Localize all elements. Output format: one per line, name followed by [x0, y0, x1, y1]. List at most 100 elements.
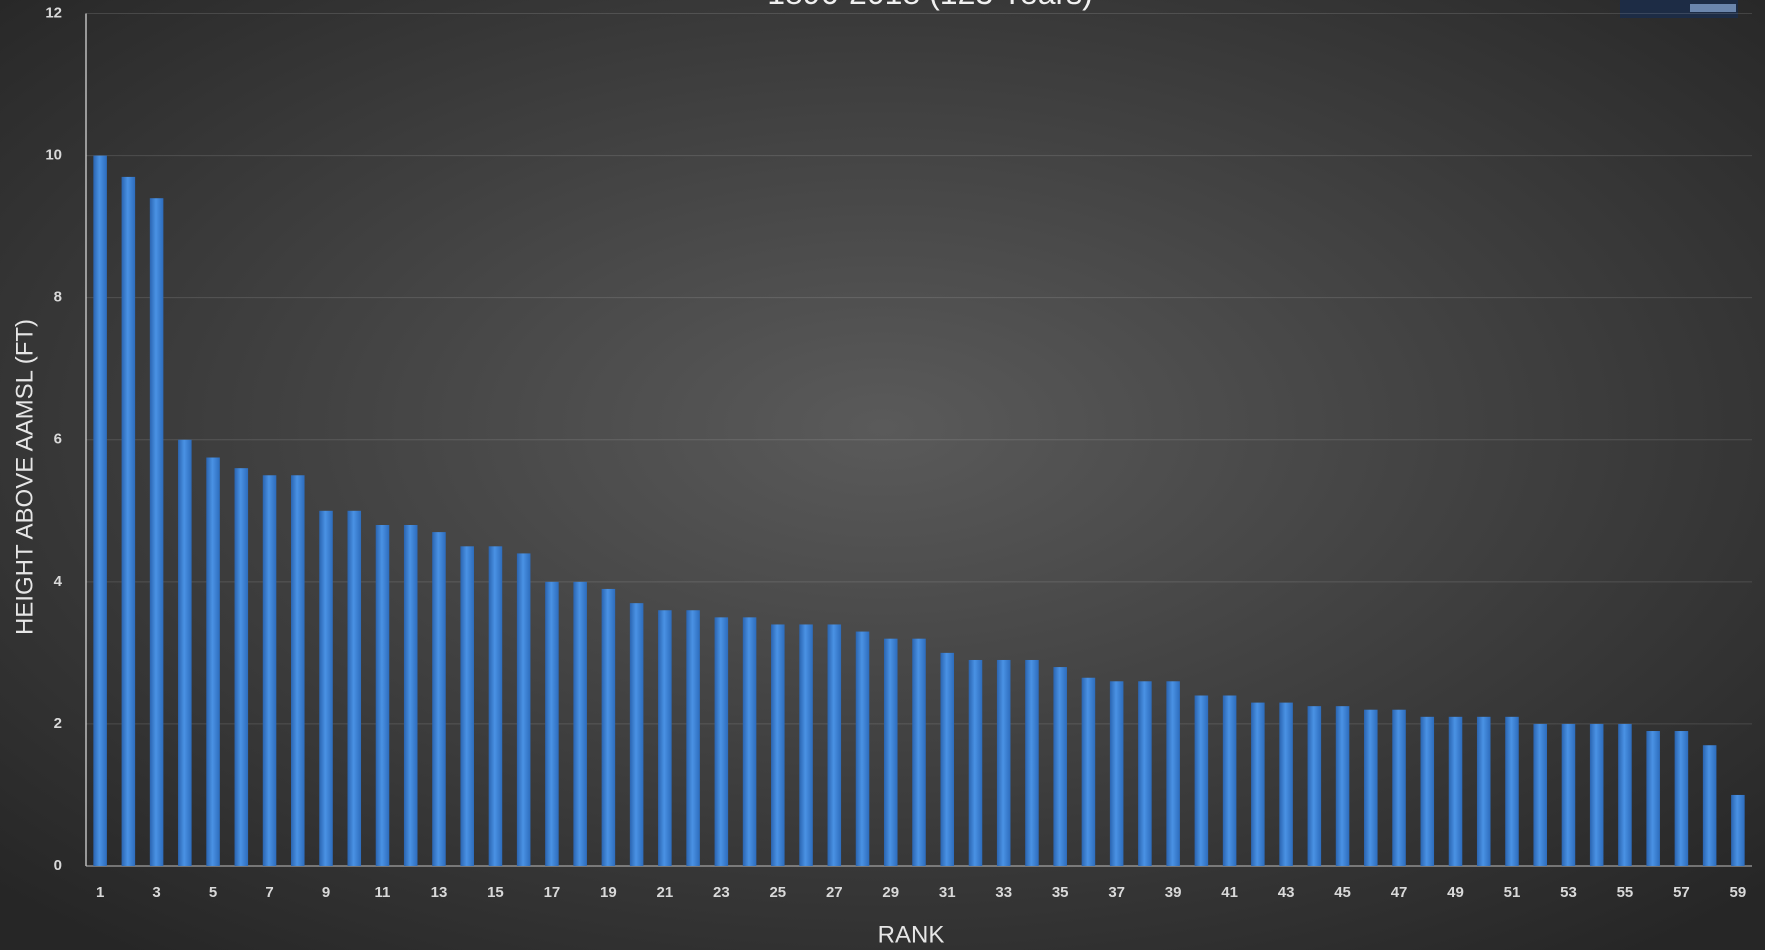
x-tick-label: 29 — [882, 884, 899, 901]
x-tick-label: 51 — [1504, 884, 1521, 901]
bar — [742, 617, 757, 866]
bar — [1222, 695, 1237, 866]
bar — [1533, 723, 1547, 866]
bar — [488, 546, 503, 866]
x-tick-label: 27 — [826, 884, 843, 901]
bar — [996, 659, 1011, 866]
y-tick-label: 4 — [54, 573, 63, 590]
bar — [1646, 731, 1660, 866]
x-tick-label: 11 — [375, 884, 391, 901]
bar — [714, 617, 729, 866]
thumbnail-detail — [1690, 4, 1736, 12]
x-tick-label: 37 — [1108, 884, 1125, 901]
bar — [262, 475, 277, 866]
bar — [1109, 681, 1124, 866]
y-tick-label: 8 — [54, 289, 62, 306]
bar — [629, 603, 644, 866]
y-tick-label: 12 — [45, 4, 62, 21]
bar — [968, 659, 983, 866]
x-tick-label: 21 — [657, 884, 674, 901]
x-tick-label: 1 — [96, 884, 104, 901]
bar — [1505, 716, 1519, 866]
x-tick-label: 55 — [1617, 884, 1634, 901]
x-tick-label: 35 — [1052, 884, 1069, 901]
bar — [545, 581, 559, 866]
bar — [1448, 716, 1463, 866]
bar — [855, 631, 870, 866]
bar — [1279, 702, 1293, 866]
bar — [206, 457, 220, 866]
bar — [1589, 723, 1604, 866]
bar — [178, 439, 192, 866]
bar — [1392, 709, 1406, 866]
bar — [319, 510, 333, 866]
bar — [93, 155, 107, 867]
bar — [1307, 706, 1322, 866]
x-tick-label: 31 — [939, 884, 956, 901]
x-tick-label: 15 — [487, 884, 504, 901]
bar — [1618, 723, 1632, 866]
x-tick-label: 43 — [1278, 884, 1295, 901]
x-tick-label: 59 — [1730, 884, 1747, 901]
bar — [658, 610, 672, 866]
x-tick-label: 39 — [1165, 884, 1182, 901]
bar — [799, 624, 813, 866]
bar — [686, 610, 700, 866]
x-tick-label: 3 — [152, 884, 160, 901]
bar — [460, 546, 474, 866]
bar — [1081, 677, 1096, 866]
bar — [432, 532, 446, 866]
bar — [1138, 681, 1152, 866]
bar — [1674, 731, 1689, 866]
bar — [1335, 706, 1350, 866]
x-tick-label: 49 — [1447, 884, 1464, 901]
x-tick-label: 41 — [1221, 884, 1238, 901]
x-tick-label: 57 — [1673, 884, 1690, 901]
bar — [827, 624, 842, 866]
x-tick-label: 9 — [322, 884, 330, 901]
bar — [573, 581, 587, 866]
bar — [601, 588, 616, 866]
bar — [1166, 681, 1180, 866]
bar — [291, 475, 305, 866]
bar — [1476, 716, 1491, 866]
bar — [1702, 745, 1717, 866]
x-tick-label: 45 — [1334, 884, 1351, 901]
x-tick-label: 19 — [600, 884, 617, 901]
bar — [1053, 667, 1067, 866]
x-tick-label: 47 — [1391, 884, 1408, 901]
y-tick-label: 2 — [54, 715, 62, 732]
bar — [1194, 695, 1209, 866]
x-tick-label: 17 — [544, 884, 561, 901]
bar — [1561, 723, 1576, 866]
x-tick-label: 13 — [431, 884, 448, 901]
y-tick-label: 10 — [45, 147, 62, 164]
y-tick-label: 6 — [54, 431, 62, 448]
x-tick-label: 33 — [995, 884, 1012, 901]
bar — [1364, 709, 1378, 866]
bar — [883, 638, 898, 866]
y-tick-label: 0 — [54, 857, 62, 874]
y-axis-title: HEIGHT ABOVE AAMSL (FT) — [11, 319, 38, 635]
bar — [121, 176, 136, 867]
bar — [516, 553, 531, 866]
x-axis-title: RANK — [878, 921, 945, 948]
bar — [1731, 794, 1745, 866]
bar — [403, 525, 418, 866]
bar — [771, 624, 785, 866]
x-tick-label: 7 — [265, 884, 273, 901]
bar — [1420, 716, 1435, 866]
bar — [940, 652, 955, 866]
x-tick-label: 53 — [1560, 884, 1577, 901]
x-tick-label: 5 — [209, 884, 217, 901]
x-tick-label: 25 — [769, 884, 786, 901]
x-tick-label: 23 — [713, 884, 730, 901]
bar — [347, 510, 362, 866]
bar — [234, 468, 249, 866]
bar — [149, 198, 164, 867]
bar — [1025, 659, 1039, 866]
chart-title: 1896-2018 (123 Years) — [767, 0, 1093, 11]
bar — [375, 525, 390, 866]
